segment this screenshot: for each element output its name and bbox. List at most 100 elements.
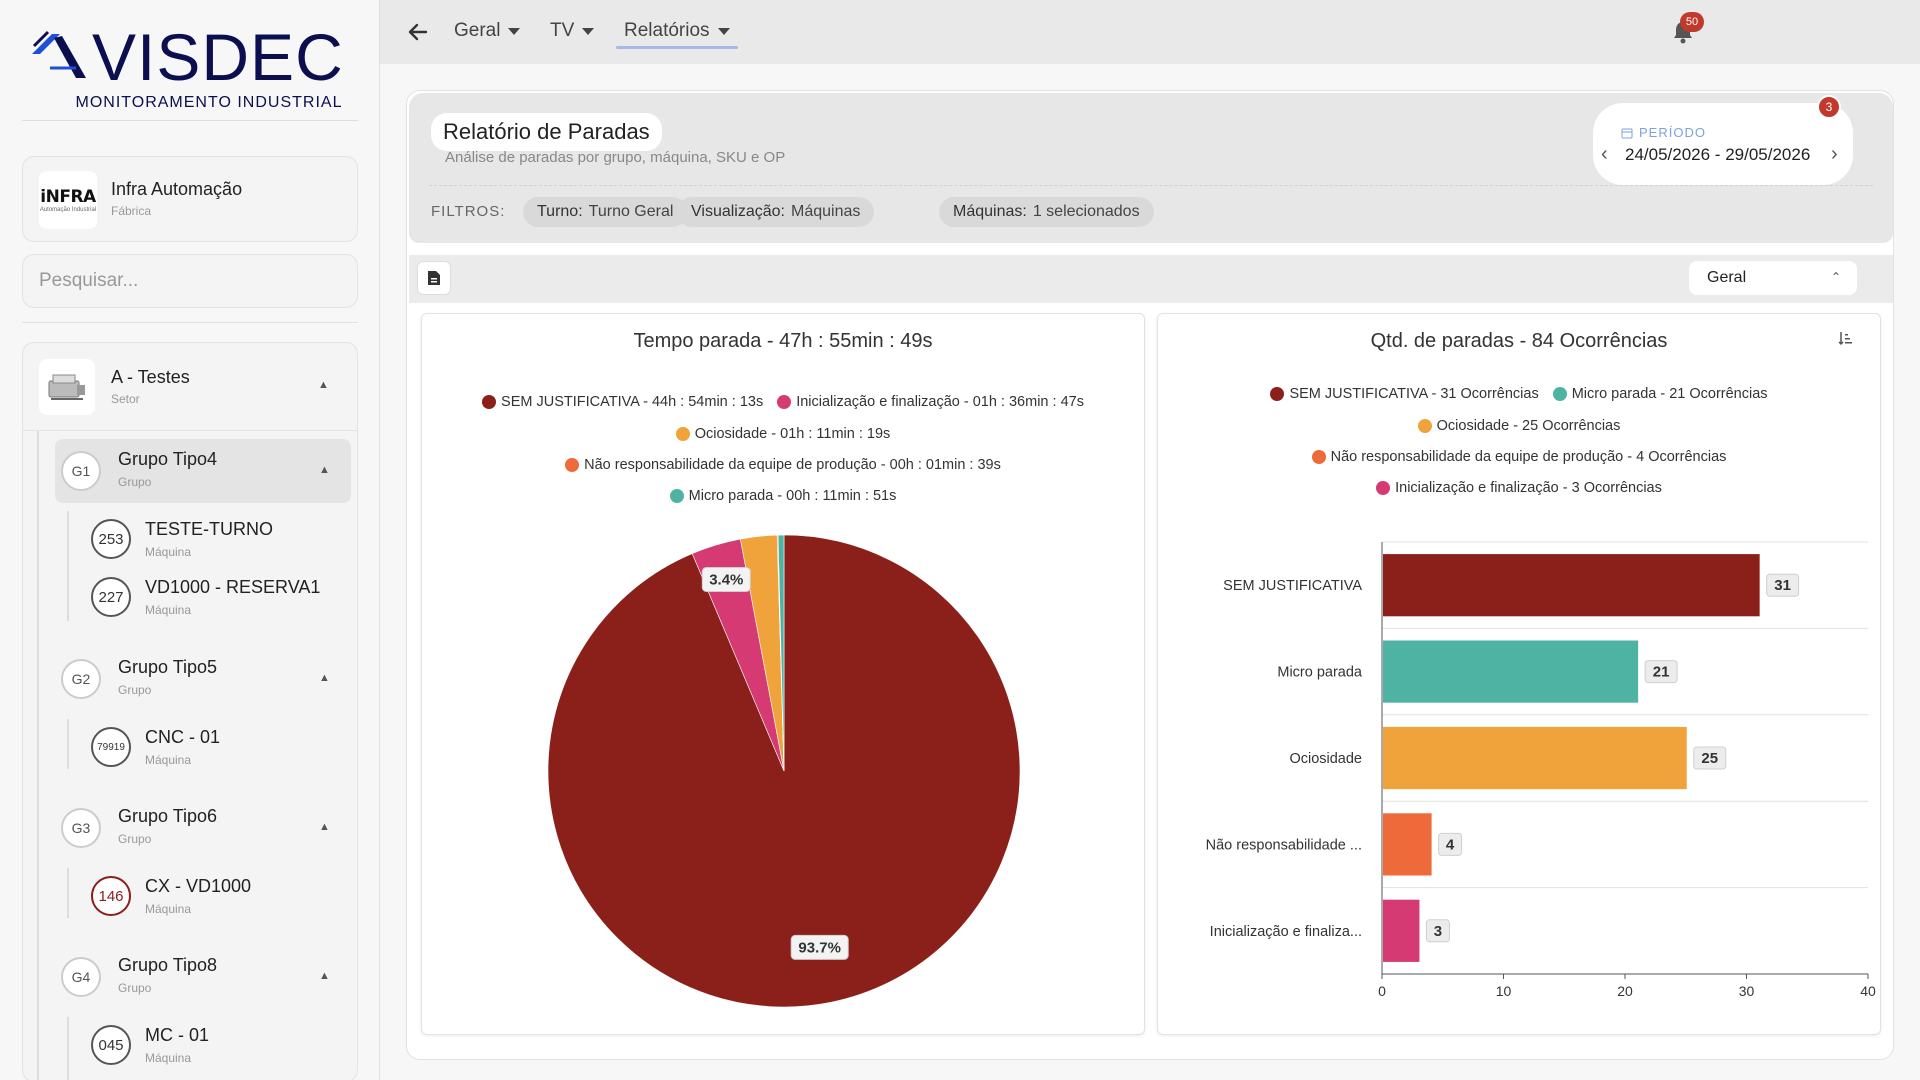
tree-line (67, 719, 69, 769)
export-document-icon[interactable] (417, 261, 451, 295)
machine-icon (48, 374, 85, 400)
machine-name: CNC - 01 (145, 727, 221, 747)
machine-code-badge: 227 (91, 577, 131, 617)
legend-dot (669, 489, 684, 503)
period-value: 24/05/2026 - 29/05/2026 (1625, 145, 1811, 164)
dropdown-caret-icon (582, 27, 595, 35)
machine-name: MC - 01 (145, 1025, 210, 1045)
chevron-right-icon[interactable]: › (1831, 143, 1838, 165)
filter-chip-visualizacao[interactable]: Visualização: Máquinas (677, 197, 875, 227)
svg-text:3.4%: 3.4% (709, 572, 743, 589)
y-tick-label: Ociosidade (1289, 751, 1362, 767)
nav-label: Relatórios (624, 20, 710, 41)
collapse-caret-icon[interactable]: ▲ (319, 672, 330, 684)
filter-value: 1 selecionados (1032, 203, 1140, 220)
legend-item[interactable]: SEM JUSTIFICATIVA - 44h : 54min : 13s (482, 394, 763, 410)
legend-item[interactable]: Não responsabilidade da equipe de produç… (1311, 449, 1726, 465)
dropdown-caret-icon (717, 27, 730, 35)
pie-chart-title: Tempo parada - 47h : 55min : 49s (633, 330, 933, 352)
svg-text:31: 31 (1774, 577, 1791, 594)
bar-data-label: 31 (1766, 573, 1800, 597)
view-select[interactable]: Geral ⌃ (1689, 261, 1857, 295)
filter-key: Visualização: (691, 203, 785, 220)
group-item-tipo4[interactable]: G1 Grupo Tipo4 Grupo ▲ (55, 439, 351, 503)
group-item-tipo6[interactable]: G3 Grupo Tipo6 Grupo ▲ (55, 796, 351, 860)
collapse-caret-icon[interactable]: ▲ (319, 464, 330, 476)
bar[interactable] (1383, 726, 1687, 790)
top-navbar: Geral TV Relatórios 50 (380, 0, 1920, 64)
legend-item[interactable]: Ociosidade - 25 Ocorrências (1417, 418, 1621, 434)
bar-legend-row: SEM JUSTIFICATIVA - 31 Ocorrências Micro… (1158, 386, 1880, 402)
machine-type: Máquina (145, 753, 192, 767)
legend-label: Ociosidade - 01h : 11min : 19s (694, 426, 891, 442)
group-item-tipo8[interactable]: G4 Grupo Tipo8 Grupo ▲ (55, 945, 351, 1009)
company-logo-text: iNFRA (40, 187, 96, 207)
legend-item[interactable]: Inicialização e finalização - 3 Ocorrênc… (1376, 480, 1662, 496)
legend-item[interactable]: SEM JUSTIFICATIVA - 31 Ocorrências (1270, 386, 1539, 402)
search-input[interactable] (23, 255, 357, 307)
machine-code-badge: 253 (91, 519, 131, 559)
bar[interactable] (1383, 640, 1639, 703)
filter-chip-maquinas[interactable]: Máquinas: 1 selecionados (939, 197, 1154, 227)
report-title: Relatório de Paradas (431, 113, 662, 151)
group-type: Grupo (118, 475, 152, 489)
company-name: Infra Automação (111, 179, 243, 199)
pie-legend-row: Não responsabilidade da equipe de produç… (422, 457, 1144, 473)
period-selector[interactable]: PERÍODO 24/05/2026 - 29/05/2026 ‹ › (1593, 103, 1853, 185)
sector-item[interactable]: A - Testes Setor ▲ (23, 343, 357, 431)
legend-item[interactable]: Micro parada - 00h : 11min : 51s (669, 488, 896, 504)
legend-label: Inicialização e finalização - 3 Ocorrênc… (1395, 480, 1662, 496)
pie-slice[interactable] (777, 534, 785, 772)
legend-dot (482, 395, 497, 409)
bar-legend-row: Inicialização e finalização - 3 Ocorrênc… (1158, 480, 1880, 496)
svg-text:93.7%: 93.7% (798, 939, 841, 956)
machine-type: Máquina (145, 603, 192, 617)
visdec-logo[interactable]: VISDEC MONITORAMENTO INDUSTRIAL (30, 22, 360, 118)
legend-label: SEM JUSTIFICATIVA - 31 Ocorrências (1289, 386, 1539, 402)
svg-text:25: 25 (1701, 750, 1718, 767)
collapse-caret-icon[interactable]: ▲ (319, 970, 330, 982)
group-item-tipo5[interactable]: G2 Grupo Tipo5 Grupo ▲ (55, 647, 351, 711)
bar-data-label: 3 (1425, 919, 1450, 943)
filter-chip-turno[interactable]: Turno: Turno Geral (523, 197, 688, 227)
logo-subtitle: MONITORAMENTO INDUSTRIAL (75, 94, 343, 111)
chart-toolbar: Geral ⌃ (409, 255, 1893, 303)
back-arrow-icon[interactable] (404, 18, 432, 46)
group-code-badge: G4 (61, 957, 101, 997)
legend-dot (565, 458, 580, 472)
legend-dot (1376, 481, 1391, 495)
y-tick-label: SEM JUSTIFICATIVA (1223, 578, 1362, 594)
legend-item[interactable]: Ociosidade - 01h : 11min : 19s (675, 426, 891, 442)
legend-item[interactable]: Inicialização e finalização - 01h : 36mi… (777, 394, 1084, 410)
bar[interactable] (1383, 899, 1420, 962)
collapse-caret-icon[interactable]: ▲ (319, 821, 330, 833)
chevron-left-icon[interactable]: ‹ (1601, 143, 1608, 165)
sector-thumbnail (39, 359, 95, 415)
machine-name: CX - VD1000 (145, 876, 252, 896)
bar-data-label: 4 (1438, 832, 1463, 856)
bar[interactable] (1383, 554, 1760, 617)
legend-dot (675, 427, 690, 441)
legend-label: Micro parada - 21 Ocorrências (1571, 386, 1768, 402)
collapse-caret-icon[interactable]: ▲ (318, 379, 329, 391)
filter-value: Máquinas (790, 203, 861, 220)
legend-item[interactable]: Não responsabilidade da equipe de produç… (565, 457, 1001, 473)
bar[interactable] (1383, 813, 1432, 876)
machine-code-badge: 045 (91, 1025, 131, 1065)
svg-text:21: 21 (1653, 664, 1670, 681)
group-type: Grupo (118, 981, 152, 995)
sort-icon[interactable] (1838, 330, 1854, 351)
legend-item[interactable]: Micro parada - 21 Ocorrências (1552, 386, 1768, 402)
legend-dot (1552, 387, 1567, 401)
bar-data-label: 25 (1693, 746, 1727, 770)
search-field[interactable] (22, 254, 358, 308)
nav-tv[interactable]: TV (550, 20, 595, 42)
legend-dot (777, 395, 792, 409)
group-name: Grupo Tipo6 (118, 806, 218, 826)
company-card[interactable]: iNFRA Automação Industrial Infra Automaç… (22, 156, 358, 242)
x-tick-label: 40 (1860, 983, 1876, 999)
nav-relatorios[interactable]: Relatórios (624, 20, 730, 42)
nav-geral[interactable]: Geral (454, 20, 521, 42)
legend-label: Ociosidade - 25 Ocorrências (1436, 418, 1621, 434)
machine-code-badge: 79919 (91, 727, 131, 767)
